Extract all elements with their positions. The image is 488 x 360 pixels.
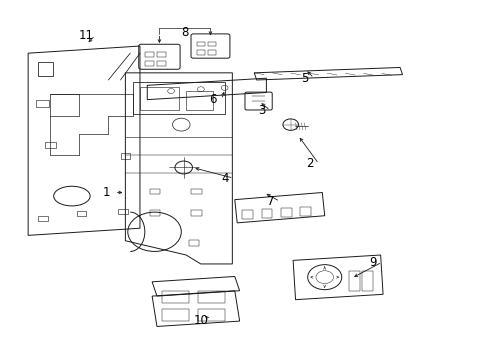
Bar [196, 50, 205, 54]
Bar [188, 240, 199, 246]
Bar [186, 91, 212, 111]
Text: 10: 10 [193, 314, 208, 327]
Bar [348, 271, 359, 291]
Bar [207, 50, 216, 54]
Bar [156, 61, 165, 66]
Bar [162, 291, 188, 303]
Bar [144, 61, 153, 66]
Bar [132, 82, 224, 114]
Bar [36, 100, 48, 107]
Bar [300, 207, 310, 216]
Text: 7: 7 [267, 195, 274, 208]
Bar [149, 210, 160, 216]
Bar [191, 189, 201, 194]
Bar [118, 208, 127, 214]
Bar [50, 94, 79, 116]
Bar [144, 52, 153, 57]
Text: 5: 5 [301, 72, 308, 85]
Bar [38, 62, 53, 76]
Text: 9: 9 [369, 256, 376, 269]
Bar [120, 153, 130, 158]
Text: 4: 4 [221, 172, 228, 185]
Bar [281, 208, 291, 217]
Text: 11: 11 [79, 29, 94, 42]
Bar [207, 42, 216, 46]
Bar [198, 291, 224, 303]
Text: 2: 2 [306, 157, 313, 170]
Text: 8: 8 [181, 26, 188, 39]
Bar [140, 87, 179, 111]
Text: 6: 6 [209, 93, 216, 106]
Text: 3: 3 [257, 104, 264, 117]
Bar [149, 189, 160, 194]
Bar [362, 271, 372, 291]
Bar [162, 309, 188, 321]
Bar [242, 210, 252, 219]
Bar [196, 42, 205, 46]
Bar [38, 216, 47, 221]
Bar [191, 210, 201, 216]
Text: 1: 1 [102, 186, 109, 199]
Bar [198, 309, 224, 321]
Bar [261, 209, 272, 218]
Bar [45, 142, 56, 148]
Bar [156, 52, 165, 57]
Bar [77, 211, 85, 216]
